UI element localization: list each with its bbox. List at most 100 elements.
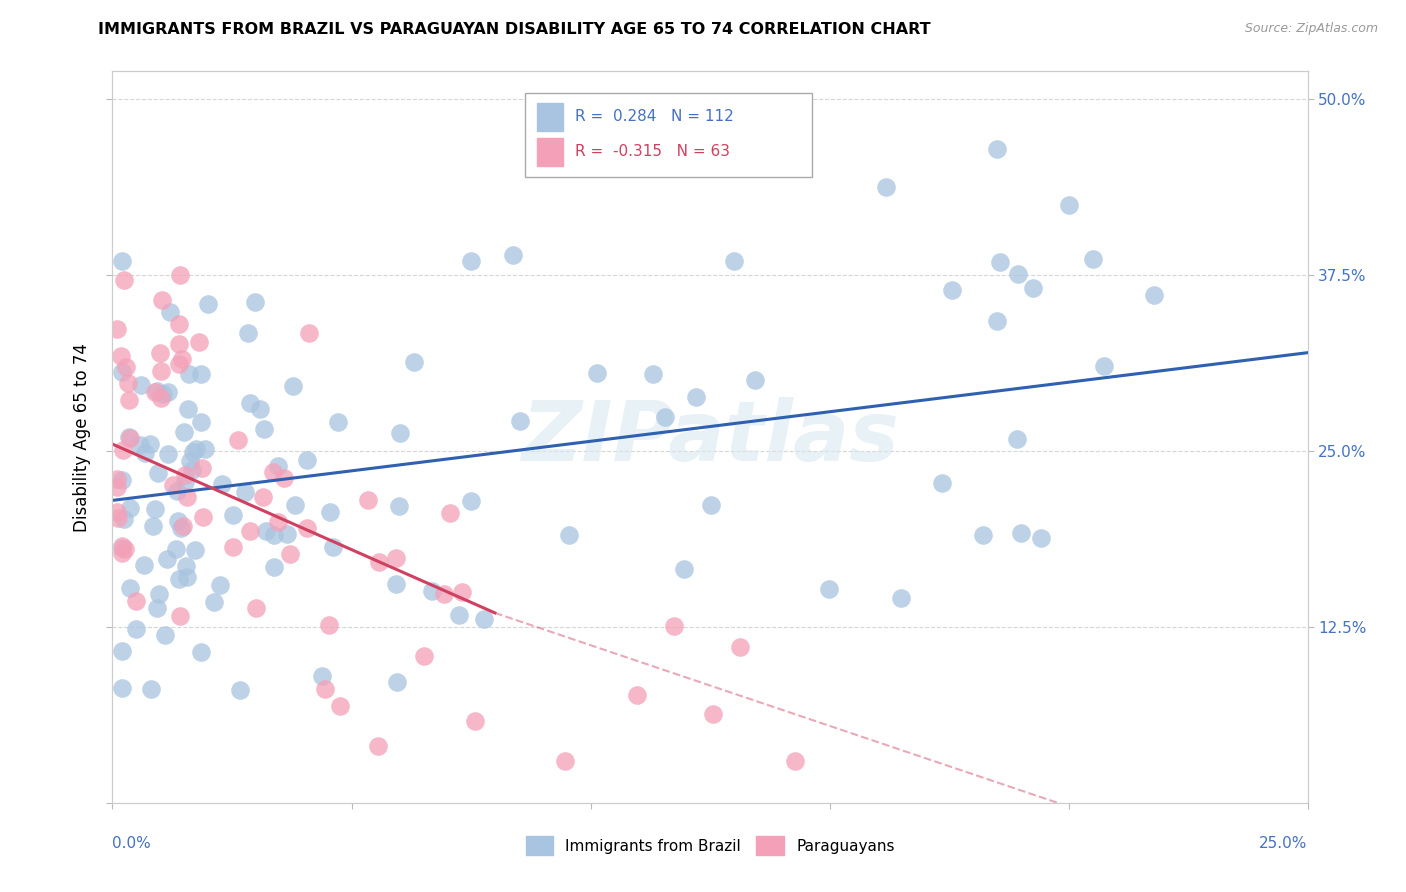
Text: R =  -0.315   N = 63: R = -0.315 N = 63 bbox=[575, 145, 730, 160]
Point bbox=[211, 477, 233, 491]
Point bbox=[329, 698, 352, 713]
Point bbox=[190, 368, 212, 382]
Point bbox=[700, 499, 723, 513]
Point bbox=[162, 478, 184, 492]
Point bbox=[262, 466, 284, 480]
Point bbox=[1092, 359, 1115, 373]
Point bbox=[744, 373, 766, 387]
Point bbox=[111, 473, 134, 487]
Point bbox=[193, 510, 215, 524]
Point bbox=[170, 521, 193, 535]
Point bbox=[194, 442, 217, 457]
Point bbox=[112, 442, 135, 457]
Point bbox=[150, 392, 173, 406]
Point bbox=[132, 558, 155, 572]
Point bbox=[111, 681, 134, 696]
Point bbox=[273, 471, 295, 485]
Point bbox=[118, 431, 141, 445]
Text: 25.0%: 25.0% bbox=[1260, 836, 1308, 851]
Point bbox=[142, 518, 165, 533]
Point bbox=[249, 401, 271, 416]
Point bbox=[586, 367, 609, 381]
Point bbox=[229, 683, 252, 698]
Point bbox=[149, 364, 172, 378]
Text: ZIPatlas: ZIPatlas bbox=[522, 397, 898, 477]
Point bbox=[179, 454, 201, 468]
Point bbox=[439, 506, 461, 520]
Point bbox=[118, 581, 141, 595]
Point bbox=[263, 527, 285, 541]
Point bbox=[385, 551, 408, 566]
Point bbox=[1007, 432, 1029, 446]
Point bbox=[367, 555, 389, 569]
Point bbox=[267, 516, 290, 530]
Point bbox=[357, 493, 380, 508]
Point bbox=[388, 426, 411, 441]
Point bbox=[254, 524, 277, 538]
Point bbox=[641, 368, 664, 382]
Point bbox=[460, 494, 482, 508]
Point bbox=[188, 334, 211, 349]
Point bbox=[197, 297, 219, 311]
Point bbox=[412, 648, 434, 663]
Point bbox=[931, 476, 953, 491]
Point bbox=[169, 268, 191, 282]
Point bbox=[157, 384, 180, 399]
Point bbox=[673, 562, 696, 576]
Point bbox=[128, 438, 150, 452]
Point bbox=[502, 247, 524, 261]
Point bbox=[110, 349, 132, 363]
Point bbox=[472, 612, 495, 626]
Point bbox=[176, 490, 198, 504]
Point bbox=[941, 283, 963, 297]
Point bbox=[118, 430, 141, 444]
Point bbox=[120, 500, 142, 515]
Point bbox=[245, 601, 267, 615]
Point bbox=[114, 541, 136, 556]
Point bbox=[111, 541, 134, 555]
Point bbox=[107, 510, 129, 524]
Point bbox=[1010, 525, 1032, 540]
Point bbox=[972, 527, 994, 541]
FancyBboxPatch shape bbox=[524, 94, 811, 178]
Point bbox=[1029, 531, 1052, 545]
Point bbox=[118, 392, 141, 407]
Point bbox=[114, 273, 136, 287]
Point bbox=[124, 594, 146, 608]
Point bbox=[159, 305, 181, 319]
Point bbox=[208, 578, 231, 592]
Point bbox=[986, 142, 1008, 156]
Point bbox=[143, 385, 166, 400]
Point bbox=[173, 475, 195, 490]
Text: 0.0%: 0.0% bbox=[112, 836, 152, 851]
Point bbox=[139, 681, 162, 696]
Point bbox=[295, 452, 318, 467]
Point bbox=[728, 640, 751, 654]
Point bbox=[509, 414, 531, 428]
Point bbox=[422, 584, 444, 599]
Point bbox=[176, 570, 198, 584]
Point bbox=[890, 591, 912, 606]
Point bbox=[388, 499, 411, 513]
Point bbox=[129, 378, 152, 392]
Point bbox=[181, 463, 204, 477]
Point bbox=[1007, 268, 1029, 282]
Point bbox=[278, 547, 301, 561]
Point bbox=[145, 384, 167, 399]
Point bbox=[105, 472, 128, 486]
Point bbox=[238, 326, 260, 340]
Point bbox=[875, 180, 897, 194]
Point bbox=[314, 682, 336, 697]
Point bbox=[143, 502, 166, 516]
Point bbox=[367, 739, 389, 753]
Point bbox=[165, 541, 187, 556]
Point bbox=[152, 386, 174, 401]
Point bbox=[202, 594, 225, 608]
Point bbox=[385, 674, 408, 689]
Point bbox=[111, 644, 134, 658]
Point bbox=[184, 543, 207, 558]
Point bbox=[167, 337, 190, 351]
Point bbox=[263, 559, 285, 574]
Bar bbox=[537, 138, 562, 166]
Point bbox=[464, 714, 486, 729]
